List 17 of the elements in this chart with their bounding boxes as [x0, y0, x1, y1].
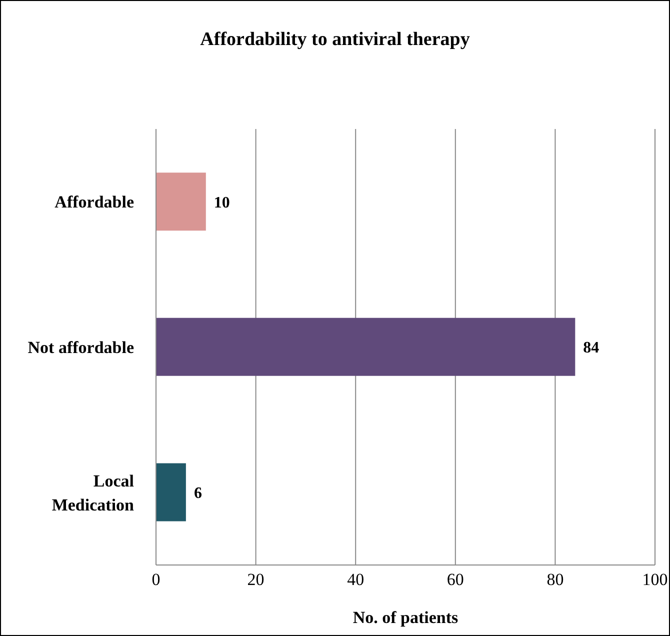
- y-tick-label: Not affordable: [28, 338, 134, 357]
- bar: [156, 318, 576, 376]
- x-tick-label: 0: [152, 570, 160, 590]
- x-tick-label: 40: [347, 570, 364, 590]
- data-label: 6: [194, 484, 202, 502]
- x-axis-title: No. of patients: [352, 608, 459, 627]
- y-tick-label: Affordable: [54, 192, 134, 212]
- x-tick-label: 60: [446, 570, 464, 590]
- data-label: 84: [583, 340, 600, 357]
- bar: [156, 172, 206, 231]
- bar: [156, 463, 186, 522]
- data-label: 10: [214, 194, 230, 212]
- x-tick-label: 20: [247, 570, 264, 590]
- x-tick-label: 100: [642, 570, 668, 590]
- chart-title: Affordability to antiviral therapy: [199, 29, 471, 51]
- y-tick-label: Local Medication: [52, 471, 135, 514]
- x-tick-label: 80: [546, 570, 564, 590]
